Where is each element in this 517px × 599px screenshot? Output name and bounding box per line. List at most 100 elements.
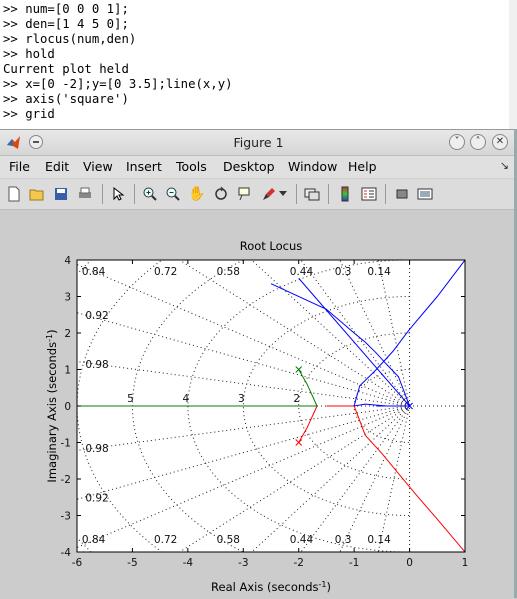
damping-label: 0.98: [85, 359, 108, 371]
hide-plot-tools-icon[interactable]: [392, 184, 412, 204]
x-tick-label: -3: [238, 557, 248, 569]
damping-label: 0.3: [335, 534, 352, 546]
save-icon[interactable]: [51, 184, 71, 204]
menu-desktop[interactable]: Desktop: [223, 159, 275, 174]
print-icon[interactable]: [75, 184, 95, 204]
console-line: >> hold: [3, 47, 55, 61]
maximize-button[interactable]: ˄: [470, 134, 486, 150]
y-tick-label: 4: [64, 255, 71, 267]
command-window[interactable]: >> num=[0 0 0 1]; >> den=[1 4 5 0]; >> r…: [0, 0, 517, 130]
damping-label: 0.58: [217, 266, 240, 278]
damping-ray: [250, 405, 410, 552]
extra-line: [298, 277, 410, 407]
natural-frequency-label: 4: [183, 393, 190, 405]
menu-file[interactable]: File: [9, 159, 30, 174]
locus-branch: [298, 405, 318, 443]
menu-view[interactable]: View: [83, 159, 113, 174]
damping-label: 0.58: [217, 534, 240, 546]
pole-marker: [295, 366, 303, 373]
console-line: >> axis('square'): [3, 92, 129, 106]
console-line: Current plot held: [3, 62, 129, 76]
menu-tools[interactable]: Tools: [176, 159, 207, 174]
damping-ray: [339, 405, 411, 552]
x-tick-label: -6: [72, 557, 83, 569]
y-tick-label: -3: [61, 511, 71, 523]
edit-plot-icon[interactable]: [108, 184, 128, 204]
zoom-in-icon[interactable]: [140, 184, 160, 204]
damping-label: 0.14: [367, 534, 391, 546]
open-file-icon[interactable]: [27, 184, 47, 204]
console-line: >> grid: [3, 107, 55, 121]
minimize-button[interactable]: ˅: [449, 134, 465, 150]
damping-ray: [77, 263, 410, 407]
menu-insert[interactable]: Insert: [126, 159, 162, 174]
axis-ticks: -6 -5 -4 -3 -2 -1 0 1 -4 -3 -2 -1 0 1 2 3 4: [61, 255, 469, 569]
damping-label: 0.92: [85, 310, 108, 322]
pan-icon[interactable]: ✋: [188, 186, 206, 202]
y-tick-label: 3: [64, 292, 71, 304]
brush-dropdown-icon[interactable]: [277, 184, 289, 204]
console-line: >> den=[1 4 5 0];: [3, 17, 129, 31]
console-scrollbar[interactable]: [509, 0, 517, 130]
dock-figure-icon[interactable]: ↘: [499, 159, 509, 172]
rotate-3d-icon[interactable]: [211, 184, 231, 204]
grid-labels: 0.84 0.84 0.72 0.72 0.58 0.58 0.44 0.44 0.3 0.3 0.…: [82, 266, 391, 546]
natural-frequency-label: 3: [238, 393, 245, 405]
locus-branch: [298, 369, 318, 407]
data-cursor-icon[interactable]: [235, 184, 255, 204]
pole-marker: [295, 439, 303, 446]
x-tick-label: -4: [183, 557, 194, 569]
window-menu-button[interactable]: [29, 135, 43, 149]
damping-label: 0.98: [85, 443, 108, 455]
damping-ray: [300, 260, 410, 407]
damping-label: 0.72: [154, 534, 177, 546]
damping-ray: [77, 405, 410, 549]
console-line: >> rlocus(num,den): [3, 32, 137, 46]
natural-frequency-label: 2: [293, 393, 300, 405]
legend-icon[interactable]: [359, 184, 379, 204]
colorbar-icon[interactable]: [335, 184, 355, 204]
x-axis-label: Real Axis (seconds-1): [211, 580, 331, 594]
x-tick-label: 0: [406, 557, 413, 569]
damping-ray: [178, 405, 410, 552]
y-tick-label: -4: [61, 547, 72, 559]
extra-line-segment: [298, 277, 410, 407]
zoom-out-icon[interactable]: [163, 184, 183, 204]
x-tick-label: -2: [293, 557, 303, 569]
matlab-logo-icon: [7, 136, 20, 149]
damping-label: 0.92: [85, 492, 108, 504]
menu-help[interactable]: Help: [348, 159, 377, 174]
damping-label: 0.84: [82, 266, 106, 278]
damping-label: 0.44: [290, 266, 314, 278]
damping-label: 0.72: [154, 266, 177, 278]
damping-ray: [178, 260, 410, 407]
close-button[interactable]: ✕: [492, 134, 508, 150]
figure-titlebar[interactable]: Figure 1 ˅ ˄ ✕: [0, 130, 517, 156]
natural-frequency-label: 5: [127, 393, 134, 405]
y-tick-label: 0: [64, 401, 71, 413]
damping-ray: [300, 405, 410, 552]
x-tick-label: -1: [349, 557, 359, 569]
y-tick-label: -1: [61, 438, 71, 450]
locus-branch: [353, 260, 465, 407]
y-tick-label: 2: [64, 328, 71, 340]
damping-label: 0.44: [290, 534, 314, 546]
show-plot-tools-icon[interactable]: [415, 184, 435, 204]
x-tick-label: -5: [127, 557, 137, 569]
console-line: >> x=[0 -2];y=[0 3.5];line(x,y): [3, 77, 233, 91]
root-locus-plot[interactable]: -6 -5 -4 -3 -2 -1 0 1 -4 -3 -2 -1 0 1 2 3 4 0.84 0.84 0.72…: [0, 210, 517, 599]
figure-window: Figure 1 ˅ ˄ ✕ File Edit View Insert Too…: [0, 129, 517, 599]
menu-edit[interactable]: Edit: [45, 159, 70, 174]
y-axis-label: Imaginary Axis (seconds-1): [45, 329, 59, 482]
brush-icon[interactable]: [259, 184, 279, 204]
new-figure-icon[interactable]: [4, 184, 24, 204]
chart-title: Root Locus: [240, 239, 303, 253]
x-tick-label: 1: [462, 557, 469, 569]
locus-branch: [270, 283, 411, 407]
menu-window[interactable]: Window: [288, 159, 338, 174]
window-edge: [514, 129, 517, 598]
figure-canvas[interactable]: -6 -5 -4 -3 -2 -1 0 1 -4 -3 -2 -1 0 1 2 3 4 0.84 0.84 0.72…: [0, 210, 517, 599]
console-line: >> num=[0 0 0 1];: [3, 2, 129, 16]
damping-ray: [339, 260, 411, 407]
link-plot-icon[interactable]: [302, 184, 322, 204]
